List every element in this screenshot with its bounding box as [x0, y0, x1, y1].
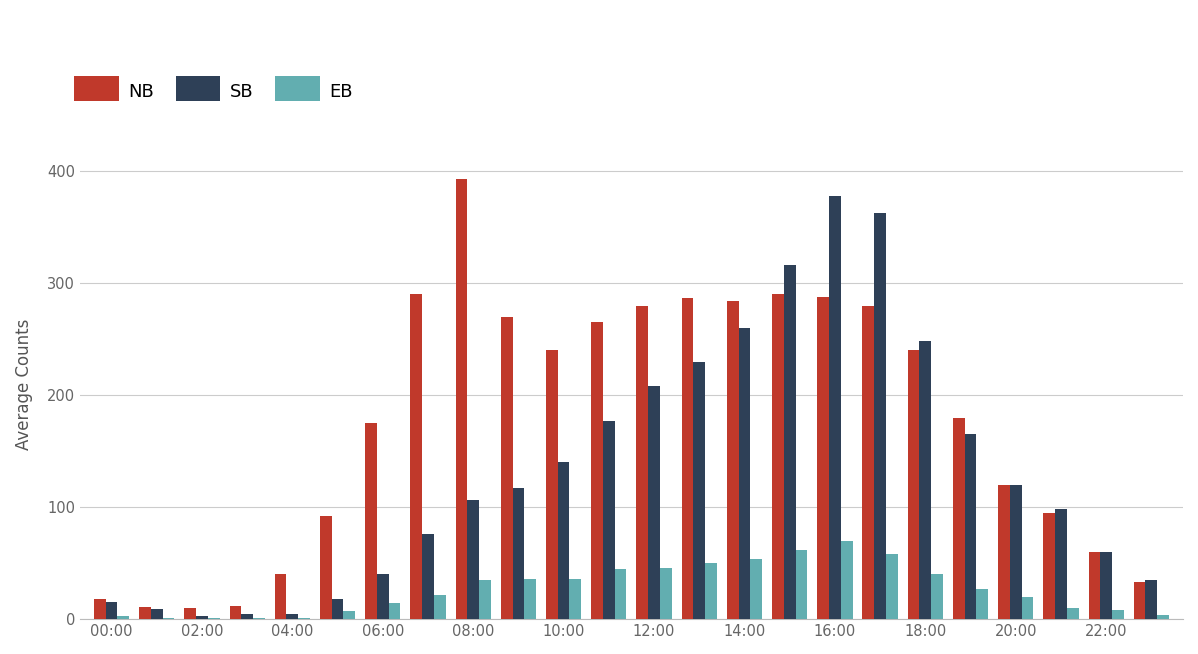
Bar — [286, 613, 298, 619]
Bar — [422, 534, 434, 619]
Bar — [706, 563, 716, 619]
Bar — [919, 341, 931, 619]
Bar — [105, 602, 117, 619]
Bar — [377, 574, 388, 619]
Bar — [501, 317, 513, 619]
Bar — [139, 607, 151, 619]
Bar — [388, 604, 400, 619]
Bar — [694, 362, 706, 619]
Bar — [739, 328, 750, 619]
Bar — [298, 618, 310, 619]
Bar — [411, 294, 422, 619]
Bar — [660, 568, 672, 619]
Bar — [1112, 610, 1124, 619]
Bar — [727, 301, 739, 619]
Bar — [151, 609, 163, 619]
Bar — [1066, 608, 1078, 619]
Bar — [887, 554, 897, 619]
Bar — [558, 462, 569, 619]
Bar — [479, 580, 491, 619]
Bar — [513, 488, 525, 619]
Bar — [591, 322, 603, 619]
Bar — [603, 421, 615, 619]
Bar — [1010, 485, 1022, 619]
Bar — [1043, 513, 1055, 619]
Bar — [253, 618, 265, 619]
Bar — [1089, 552, 1100, 619]
Bar — [998, 485, 1010, 619]
Bar — [344, 611, 355, 619]
Bar — [817, 297, 829, 619]
Bar — [841, 541, 853, 619]
Bar — [207, 618, 219, 619]
Bar — [117, 616, 129, 619]
Bar — [320, 516, 332, 619]
Bar — [1055, 509, 1066, 619]
Bar — [163, 618, 175, 619]
Bar — [772, 294, 783, 619]
Bar — [525, 579, 536, 619]
Bar — [976, 589, 988, 619]
Bar — [196, 616, 207, 619]
Bar — [1133, 582, 1145, 619]
Bar — [750, 559, 762, 619]
Bar — [184, 608, 196, 619]
Bar — [783, 266, 795, 619]
Bar — [1100, 552, 1112, 619]
Bar — [569, 579, 581, 619]
Legend: NB, SB, EB: NB, SB, EB — [67, 73, 359, 109]
Bar — [863, 305, 875, 619]
Bar — [908, 351, 919, 619]
Bar — [875, 213, 887, 619]
Bar — [636, 305, 648, 619]
Bar — [274, 574, 286, 619]
Bar — [682, 298, 694, 619]
Bar — [332, 599, 344, 619]
Bar — [230, 606, 241, 619]
Bar — [434, 594, 446, 619]
Bar — [546, 351, 558, 619]
Bar — [365, 423, 377, 619]
Bar — [795, 550, 807, 619]
Bar — [931, 574, 943, 619]
Bar — [829, 196, 841, 619]
Bar — [1157, 615, 1169, 619]
Bar — [1022, 596, 1034, 619]
Bar — [648, 387, 660, 619]
Bar — [93, 599, 105, 619]
Y-axis label: Average Counts: Average Counts — [16, 318, 34, 450]
Bar — [952, 418, 964, 619]
Bar — [455, 179, 467, 619]
Bar — [241, 613, 253, 619]
Bar — [467, 500, 479, 619]
Bar — [615, 569, 627, 619]
Bar — [1145, 580, 1157, 619]
Bar — [964, 434, 976, 619]
